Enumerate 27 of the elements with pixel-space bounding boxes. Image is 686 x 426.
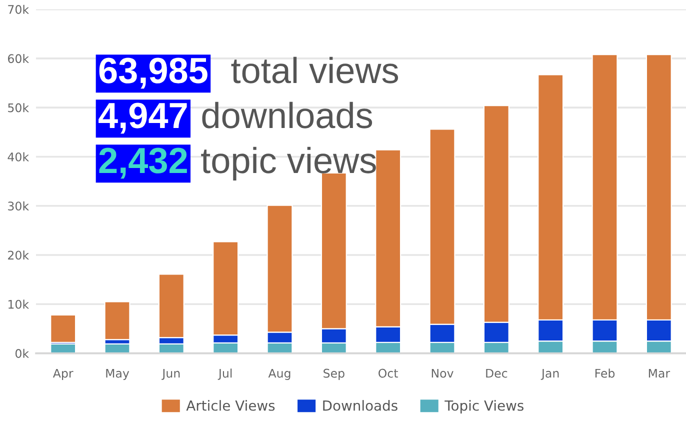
x-tick-label: Dec [486, 368, 508, 378]
y-tick-label: 30k [8, 201, 30, 211]
x-tick-label: Aug [268, 368, 290, 380]
legend-label: Downloads [323, 400, 398, 411]
bar [104, 301, 130, 340]
x-tick-label: Apr [52, 368, 74, 380]
x-tick-label: Mar [648, 368, 670, 378]
x-tick-label: Jun [162, 368, 180, 380]
y-tick-label: 20k [8, 250, 30, 260]
y-tick-label: 50k [8, 103, 30, 112]
legend-label: Topic Views [444, 400, 524, 414]
y-tick-label: 70k [8, 4, 30, 14]
annotation: 4,947 downloads [98, 102, 372, 134]
x-tick-label: Sep [324, 368, 344, 380]
x-tick-label: Feb [595, 368, 615, 378]
x-tick-label: Nov [432, 368, 454, 378]
x-tick-label: Oct [378, 368, 398, 378]
y-tick-label: 0k [15, 348, 30, 358]
x-tick-label: May [106, 368, 130, 380]
y-tick-label: 60k [8, 54, 30, 64]
x-tick-label: Jan [540, 368, 559, 380]
y-tick-label: 40k [8, 152, 30, 162]
legend-label: Article Views [186, 400, 275, 411]
y-tick-label: 10k [8, 300, 30, 309]
annotation: 2,432 topic views [99, 146, 376, 180]
annotation: 63,985 total views [99, 56, 398, 89]
x-tick-label: Jul [218, 368, 232, 380]
